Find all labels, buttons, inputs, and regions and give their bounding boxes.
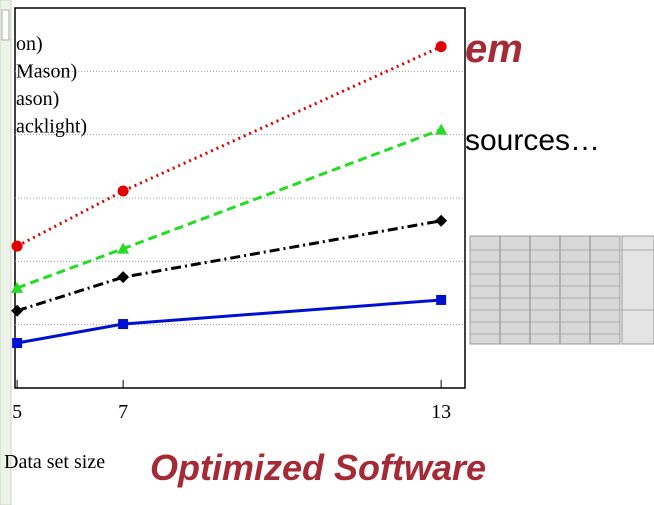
slide: em sources… Optimized Software 5 7 13 Data … <box>0 0 654 505</box>
marker <box>435 215 447 227</box>
series-line <box>17 221 441 311</box>
bullet: sources… <box>465 124 600 157</box>
page: em sources… Optimized Software 5 7 13 Data … <box>0 0 654 505</box>
legend-entry: on) <box>16 33 43 55</box>
x-axis-label: Data set size <box>4 451 105 473</box>
legend-entry: Mason) <box>16 61 77 83</box>
scroll-thumb[interactable] <box>2 10 9 40</box>
series-line <box>17 130 441 288</box>
marker <box>117 271 129 283</box>
legend-entry: ason) <box>16 88 59 110</box>
marker <box>118 319 128 329</box>
marker <box>436 295 446 305</box>
scrollbar[interactable] <box>0 0 11 505</box>
marker <box>118 186 129 197</box>
slide-title: em <box>465 27 523 71</box>
x-tick-label: 5 <box>12 401 22 423</box>
server-racks <box>470 236 654 344</box>
x-tick-label: 13 <box>431 401 451 423</box>
marker <box>12 241 23 252</box>
x-tick-label: 7 <box>118 401 128 423</box>
marker <box>12 338 22 348</box>
series-line <box>17 300 441 343</box>
marker <box>435 124 447 135</box>
legend-entry: acklight) <box>16 116 87 138</box>
marker <box>436 41 447 52</box>
marker <box>11 305 23 317</box>
subtitle: Optimized Software <box>150 447 486 488</box>
series-line <box>17 47 441 247</box>
